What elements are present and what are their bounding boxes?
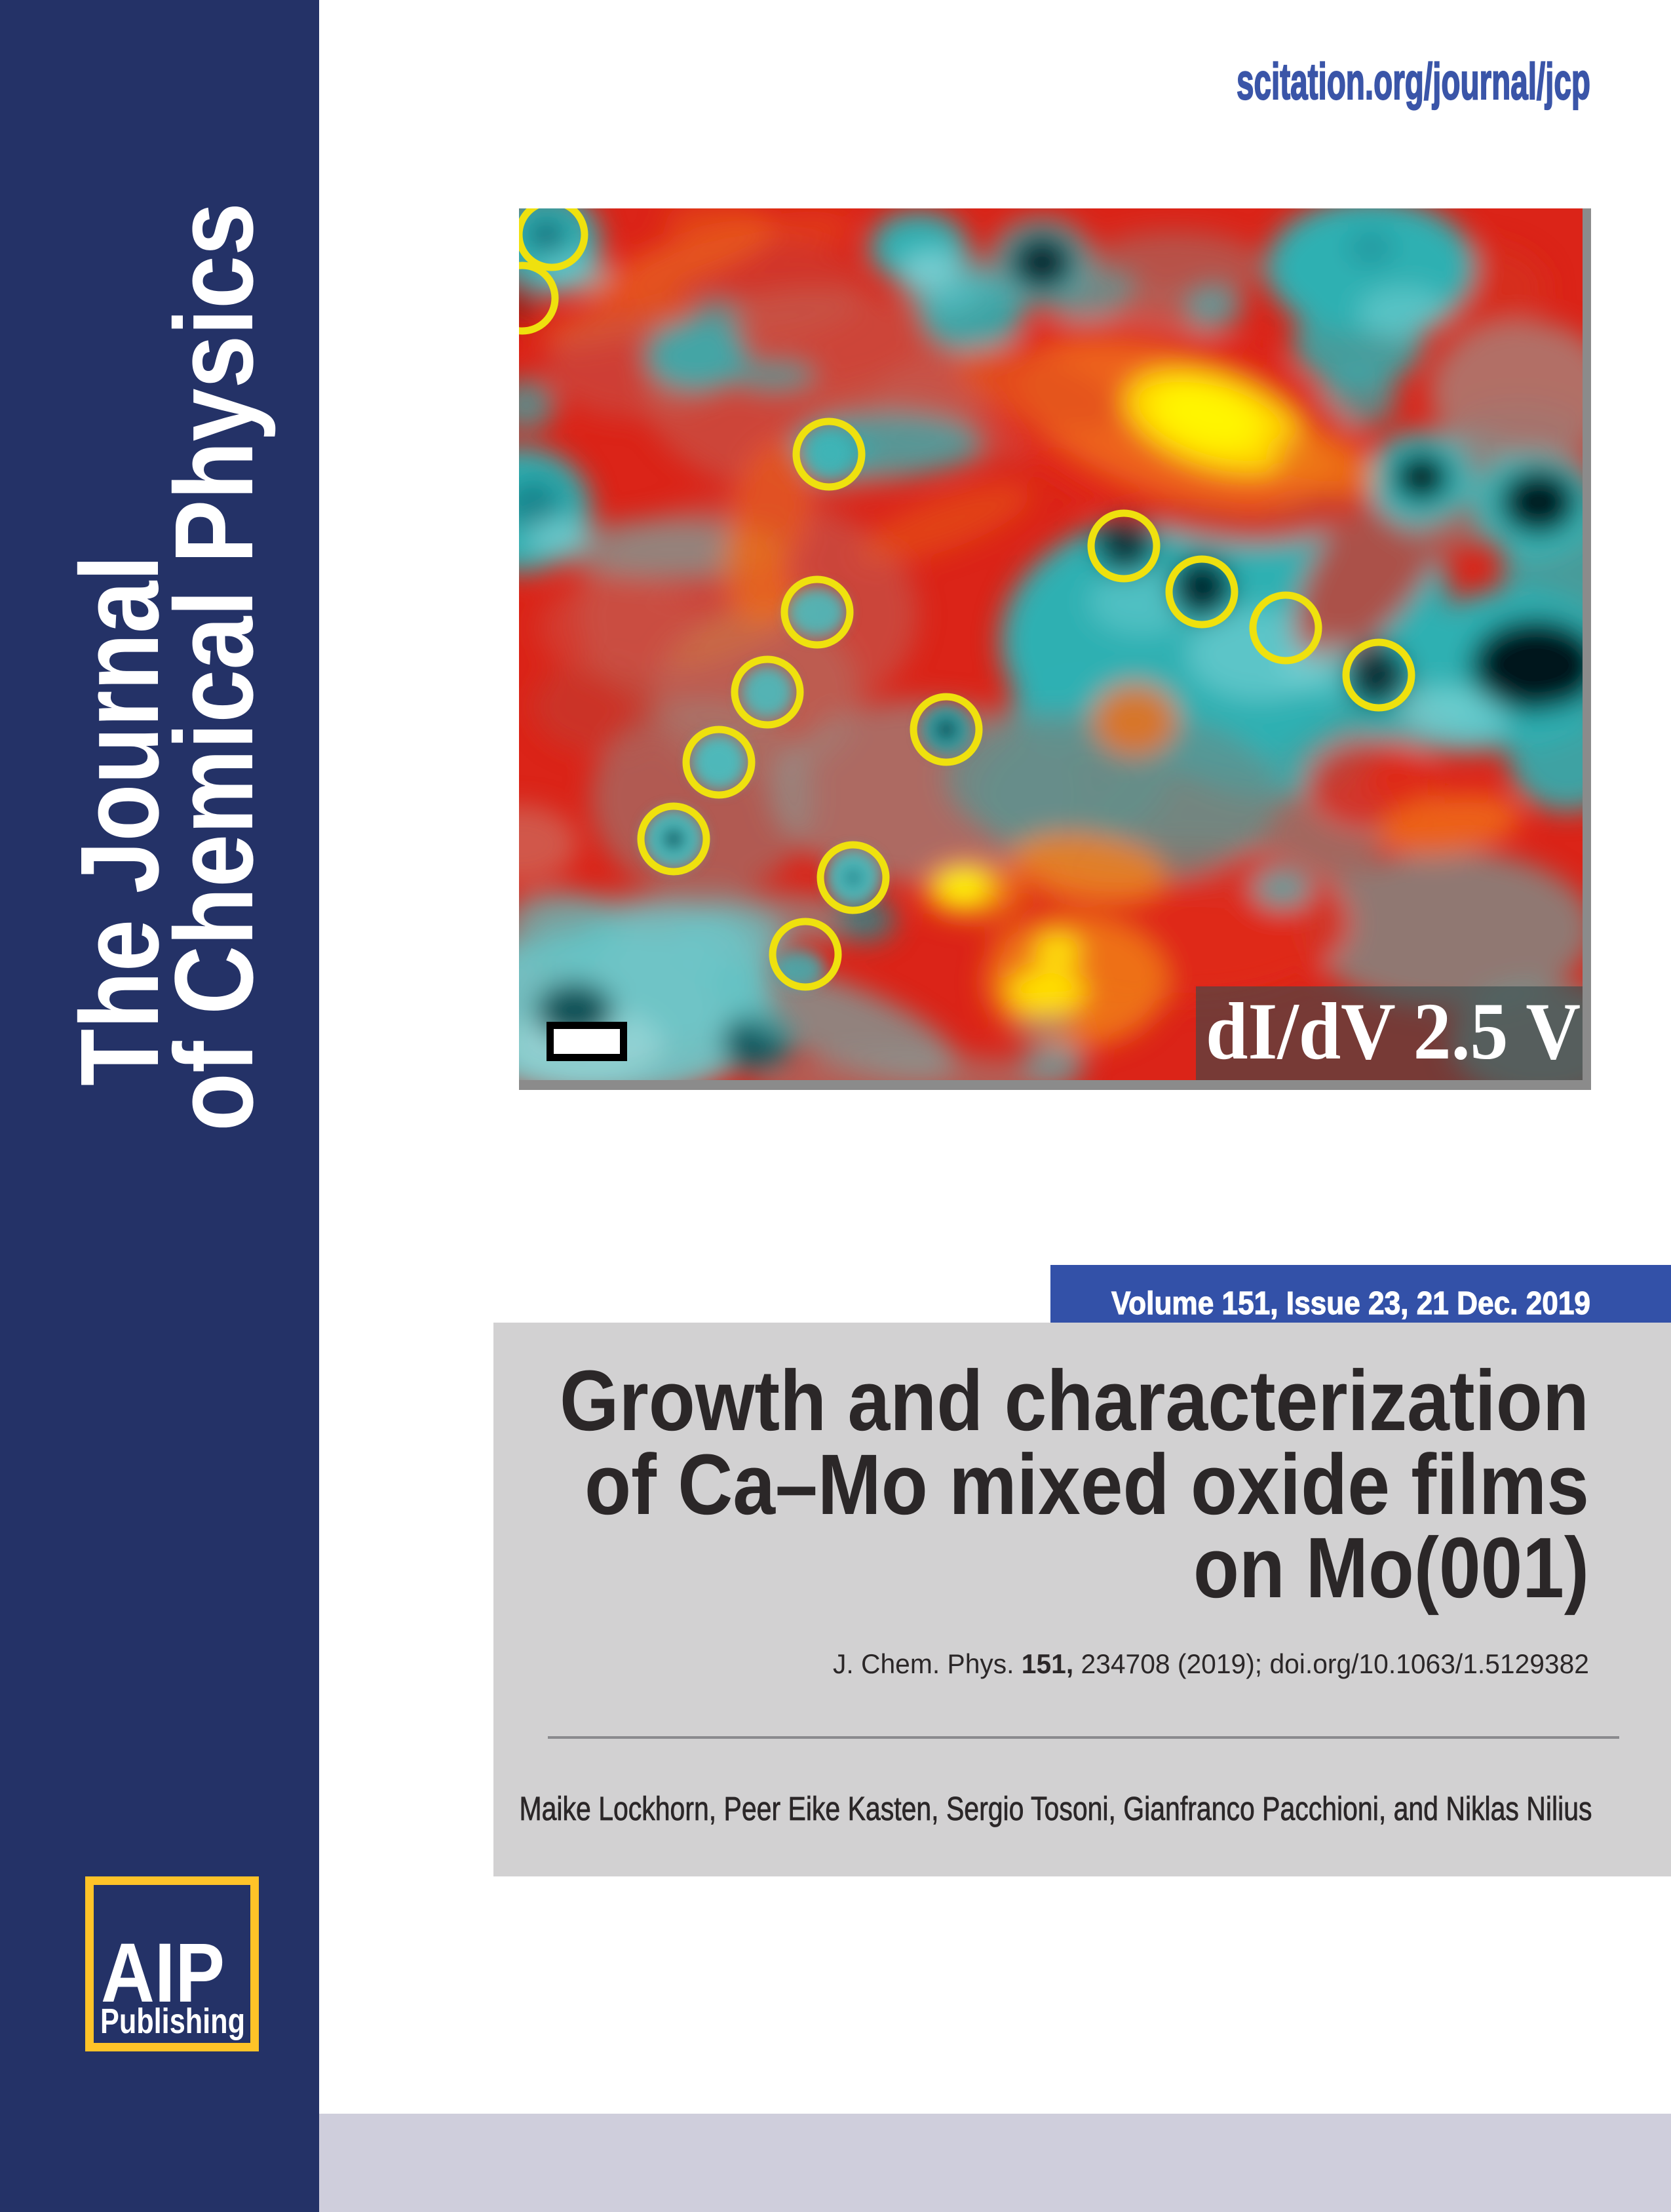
svg-text:dI/dV 2.5 V: dI/dV 2.5 V <box>1206 986 1581 1076</box>
svg-text:AIP: AIP <box>101 1926 225 2020</box>
svg-text:The Journal: The Journal <box>58 555 182 1086</box>
svg-text:Publishing: Publishing <box>100 2002 245 2041</box>
svg-text:Growth and characterization: Growth and characterization <box>560 1352 1589 1448</box>
svg-text:Maike Lockhorn, Peer Eike Kast: Maike Lockhorn, Peer Eike Kasten, Sergio… <box>520 1790 1592 1827</box>
svg-text:of Ca–Mo mixed oxide films: of Ca–Mo mixed oxide films <box>585 1436 1589 1532</box>
svg-text:J. Chem. Phys. 151, 234708 (20: J. Chem. Phys. 151, 234708 (2019); doi.o… <box>833 1648 1589 1679</box>
svg-text:Volume 151, Issue 23, 21 Dec.: Volume 151, Issue 23, 21 Dec. 2019 <box>1111 1286 1590 1321</box>
svg-text:scitation.org/journal/jcp: scitation.org/journal/jcp <box>1237 52 1590 110</box>
svg-text:on Mo(001): on Mo(001) <box>1193 1519 1589 1616</box>
svg-text:of Chemical Physics: of Chemical Physics <box>152 203 277 1131</box>
